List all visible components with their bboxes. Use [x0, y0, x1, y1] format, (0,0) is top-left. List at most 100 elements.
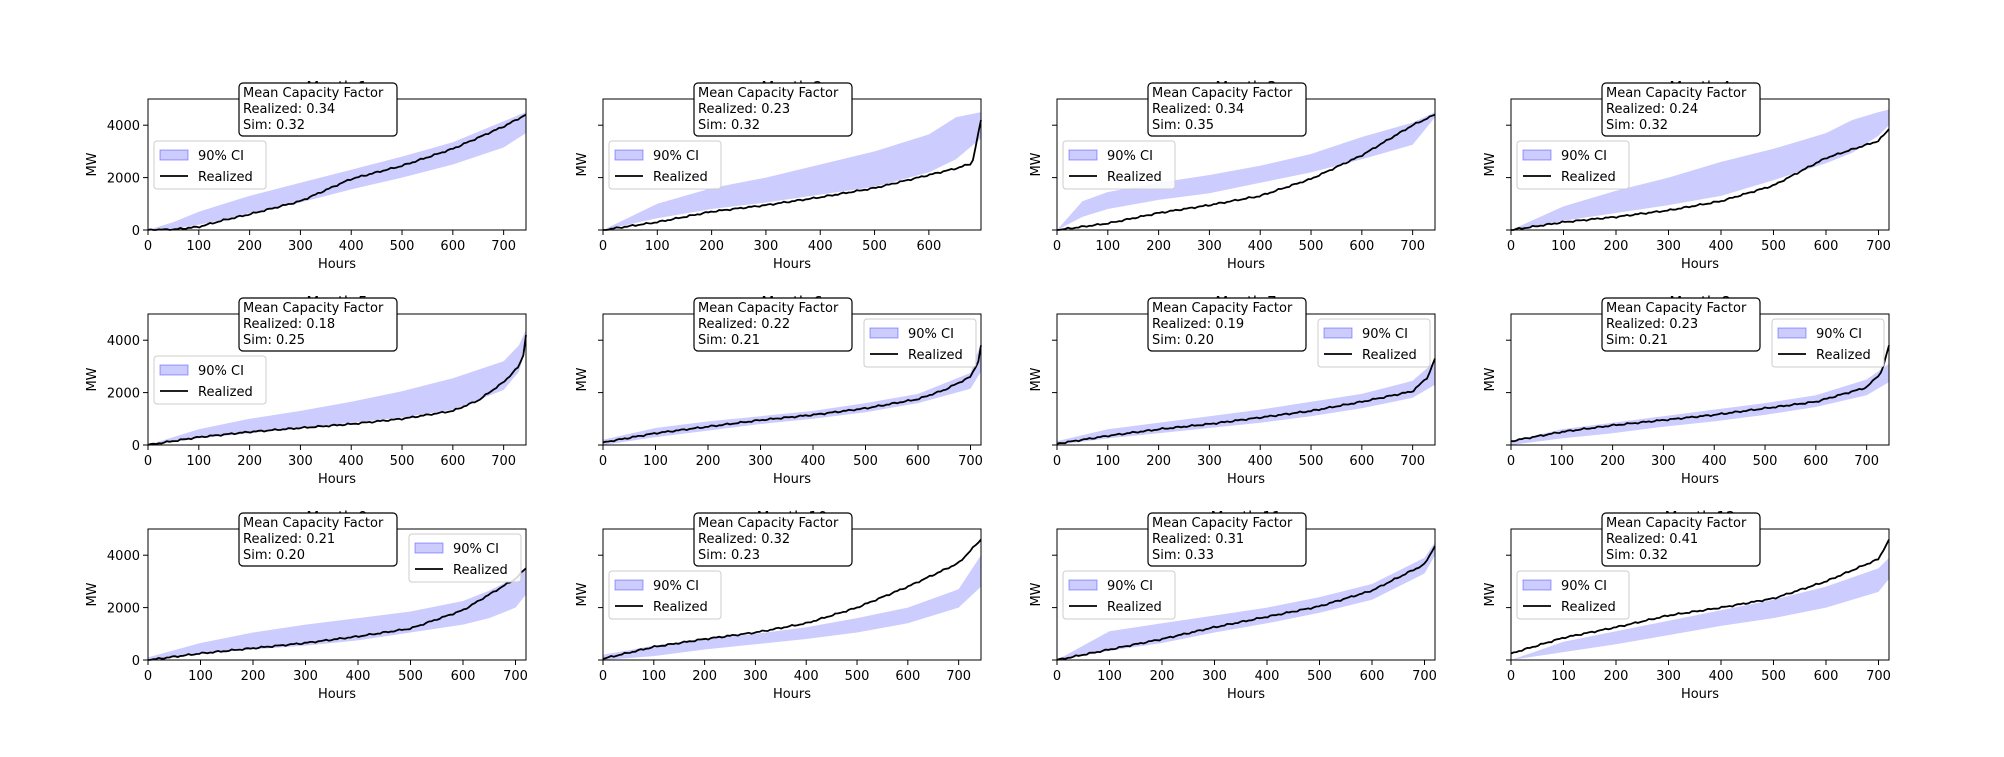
- annotation-realized: Realized: 0.19: [1152, 317, 1244, 332]
- legend-label-realized: Realized: [1816, 348, 1871, 363]
- x-tick-label: 700: [1400, 239, 1425, 254]
- x-tick-label: 700: [1866, 239, 1891, 254]
- x-tick-label: 200: [237, 454, 262, 469]
- x-tick-label: 200: [1146, 454, 1171, 469]
- x-tick-label: 400: [339, 239, 364, 254]
- x-tick-label: 100: [1095, 239, 1120, 254]
- annotation-heading: Mean Capacity Factor: [698, 516, 839, 531]
- ci-band: [148, 329, 526, 445]
- legend-label-realized: Realized: [1107, 600, 1162, 615]
- subplot-5: 0100200300400500600700020004000HoursMWMo…: [85, 293, 527, 487]
- legend-label-ci: 90% CI: [1561, 579, 1607, 594]
- x-tick-label: 500: [853, 454, 878, 469]
- y-axis-label: MW: [85, 367, 100, 391]
- annotation-realized: Realized: 0.41: [1606, 532, 1698, 547]
- annotation-sim: Sim: 0.21: [698, 333, 760, 348]
- legend-label-ci: 90% CI: [1107, 579, 1153, 594]
- legend-swatch-ci: [1323, 327, 1353, 339]
- legend-swatch-ci: [159, 364, 189, 376]
- annotation-realized: Realized: 0.23: [698, 102, 790, 117]
- subplot-8: 0100200300400500600700HoursMWMonth 8Mean…: [1483, 293, 1890, 487]
- x-tick-label: 600: [451, 669, 476, 684]
- annotation-realized: Realized: 0.34: [243, 102, 335, 117]
- x-tick-label: 200: [1604, 239, 1629, 254]
- annotation-realized: Realized: 0.34: [1152, 102, 1244, 117]
- x-axis-label: Hours: [318, 472, 356, 487]
- annotation-box: [1147, 512, 1307, 567]
- annotation-realized: Realized: 0.24: [1606, 102, 1698, 117]
- legend-box: [153, 140, 267, 190]
- subplot-7: 0100200300400500600700HoursMWMonth 7Mean…: [1029, 293, 1436, 487]
- annotation-realized: Realized: 0.31: [1152, 532, 1244, 547]
- x-tick-label: 300: [1197, 454, 1222, 469]
- x-tick-label: 700: [491, 239, 516, 254]
- x-tick-label: 500: [1753, 454, 1778, 469]
- x-axis-label: Hours: [1227, 257, 1265, 272]
- x-tick-label: 300: [1656, 239, 1681, 254]
- annotation-heading: Mean Capacity Factor: [1152, 516, 1293, 531]
- legend-label-ci: 90% CI: [653, 149, 699, 164]
- x-axis-label: Hours: [318, 687, 356, 702]
- x-tick-label: 500: [390, 454, 415, 469]
- annotation-heading: Mean Capacity Factor: [243, 301, 384, 316]
- realized-line: [1056, 545, 1436, 661]
- x-tick-label: 0: [144, 669, 152, 684]
- x-tick-label: 700: [946, 669, 971, 684]
- realized-line: [1056, 358, 1436, 445]
- y-axis-label: MW: [85, 582, 100, 606]
- x-tick-label: 300: [743, 669, 768, 684]
- legend-label-realized: Realized: [1561, 600, 1616, 615]
- annotation-sim: Sim: 0.23: [698, 548, 760, 563]
- x-tick-label: 300: [293, 669, 318, 684]
- legend-label-realized: Realized: [908, 348, 963, 363]
- legend-swatch-ci: [1068, 579, 1098, 591]
- x-tick-label: 0: [1053, 239, 1061, 254]
- x-tick-label: 200: [1604, 669, 1629, 684]
- x-tick-label: 600: [1360, 669, 1385, 684]
- y-tick-label: 4000: [107, 119, 140, 134]
- ci-band: [603, 342, 981, 445]
- y-axis-label: MW: [1483, 582, 1498, 606]
- x-tick-label: 200: [241, 669, 266, 684]
- x-axis-label: Hours: [1681, 687, 1719, 702]
- x-tick-label: 300: [754, 239, 779, 254]
- legend-box: [1771, 318, 1885, 368]
- x-tick-label: 400: [1248, 239, 1273, 254]
- subplot-11: 0100200300400500600700HoursMWMonth 11Mea…: [1029, 508, 1437, 702]
- x-tick-label: 100: [643, 454, 668, 469]
- legend-box: [1516, 570, 1630, 620]
- annotation-box: [238, 297, 398, 352]
- x-tick-label: 600: [895, 669, 920, 684]
- y-tick-label: 0: [132, 654, 140, 669]
- realized-line: [147, 334, 527, 446]
- annotation-realized: Realized: 0.23: [1606, 317, 1698, 332]
- annotation-sim: Sim: 0.32: [698, 118, 760, 133]
- annotation-box: [1147, 297, 1307, 352]
- ci-band: [1511, 557, 1889, 660]
- legend-box: [1317, 318, 1431, 368]
- x-tick-label: 600: [440, 454, 465, 469]
- x-tick-label: 0: [599, 669, 607, 684]
- x-tick-label: 400: [794, 669, 819, 684]
- annotation-box: [693, 82, 853, 137]
- y-axis-label: MW: [1029, 367, 1044, 391]
- x-axis-label: Hours: [1681, 257, 1719, 272]
- legend-box: [1062, 140, 1176, 190]
- ci-band: [148, 568, 526, 660]
- x-tick-label: 500: [398, 669, 423, 684]
- x-tick-label: 600: [440, 239, 465, 254]
- legend-label-ci: 90% CI: [1107, 149, 1153, 164]
- x-tick-label: 0: [599, 454, 607, 469]
- x-tick-label: 300: [748, 454, 773, 469]
- realized-line: [602, 345, 982, 444]
- subplot-9: 0100200300400500600700020004000HoursMWMo…: [85, 508, 528, 702]
- annotation-box: [693, 297, 853, 352]
- y-axis-label: MW: [575, 152, 590, 176]
- legend-swatch-ci: [1522, 579, 1552, 591]
- legend-label-realized: Realized: [198, 170, 253, 185]
- x-tick-label: 300: [288, 454, 313, 469]
- x-tick-label: 0: [1507, 239, 1515, 254]
- y-axis-label: MW: [575, 582, 590, 606]
- x-tick-label: 600: [1349, 454, 1374, 469]
- legend-label-realized: Realized: [1561, 170, 1616, 185]
